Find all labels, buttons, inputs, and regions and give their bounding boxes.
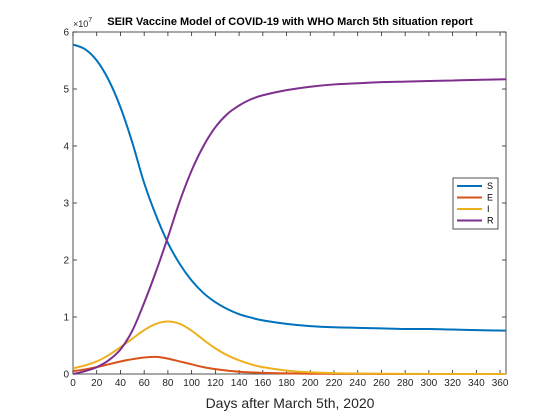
legend-label-s: S [487,181,493,191]
x-tick-label: 240 [349,378,366,389]
y-axis: 0 1 2 3 4 5 6 [63,28,506,381]
y-exponent-power: 7 [88,17,92,24]
x-tick-label: 120 [207,378,224,389]
x-tick-label: 60 [139,378,151,389]
x-tick-label: 360 [492,378,509,389]
y-tick-label: 4 [63,142,69,153]
x-tick-label: 20 [91,378,103,389]
x-axis-label: Days after March 5th, 2020 [206,395,375,411]
y-tick-label: 5 [63,85,69,96]
y-tick-label: 2 [63,256,69,267]
y-tick-label: 1 [63,313,69,324]
x-tick-label: 180 [278,378,295,389]
x-tick-label: 160 [254,378,271,389]
x-tick-label: 100 [183,378,200,389]
x-tick-label: 140 [231,378,248,389]
legend-label-r: R [487,216,494,226]
series-lines [72,43,507,376]
series-line-r [72,78,507,375]
plot-box [72,31,507,375]
chart-title: SEIR Vaccine Model of COVID-19 with WHO … [107,16,473,28]
y-exponent-base: ×10 [73,19,88,29]
x-tick-label: 300 [421,378,438,389]
x-tick-label: 220 [326,378,343,389]
y-tick-label: 0 [63,370,69,381]
x-tick-label: 0 [70,378,76,389]
series-line-s [72,43,507,332]
x-tick-label: 200 [302,378,319,389]
plot-area [72,31,507,375]
x-tick-label: 40 [115,378,127,389]
x-tick-label: 280 [397,378,414,389]
y-tick-label: 3 [63,199,69,210]
y-exponent-label: ×107 [73,17,92,29]
x-tick-label: 340 [468,378,485,389]
legend[interactable]: SEIR [452,177,499,230]
y-tick-label: 6 [63,28,69,39]
x-tick-label: 80 [162,378,174,389]
x-tick-label: 320 [444,378,461,389]
legend-label-i: I [487,204,490,214]
legend-label-e: E [487,193,493,203]
x-tick-label: 260 [373,378,390,389]
